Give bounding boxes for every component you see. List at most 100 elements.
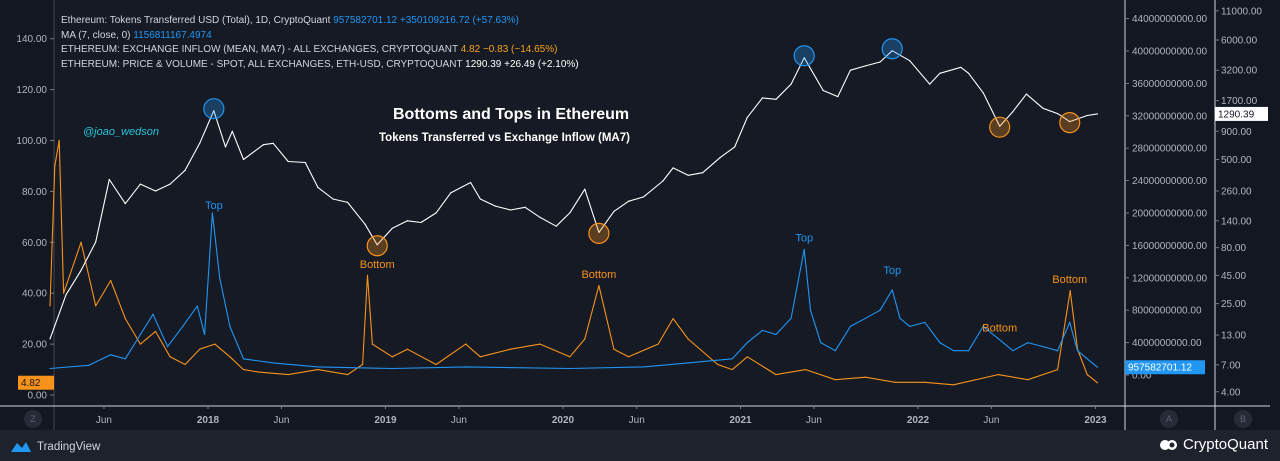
data-point <box>569 212 571 214</box>
data-point <box>924 381 926 383</box>
data-point <box>465 343 467 345</box>
chart[interactable]: 0.00 20.00 40.00 60.00 80.00 100.00 120.00 140.… <box>0 0 1280 430</box>
data-point <box>224 146 227 148</box>
right-a-tick-label: 16000000000.00 <box>1132 241 1208 252</box>
legend-label: Ethereum: Tokens Transferred USD (Total)… <box>61 15 331 26</box>
legend-label: MA (7, close, 0) <box>61 29 131 41</box>
x-tick-label: 2021 <box>729 415 752 426</box>
right-axis-panel[interactable] <box>1125 0 1270 406</box>
data-point <box>406 220 408 222</box>
data-point <box>80 269 82 271</box>
data-point <box>952 350 955 352</box>
data-point <box>803 248 805 251</box>
data-point <box>465 366 467 368</box>
right-b-tick-label: 11000.00 <box>1221 6 1262 17</box>
data-point <box>717 363 719 366</box>
data-point <box>95 305 97 307</box>
data-point <box>362 363 364 366</box>
data-point <box>229 325 231 327</box>
data-point <box>450 192 452 194</box>
data-point <box>184 169 186 171</box>
data-point <box>1076 350 1079 352</box>
data-point <box>199 348 201 350</box>
data-point <box>211 212 213 214</box>
right-b-tick-label: 80.00 <box>1221 243 1246 254</box>
data-point <box>734 146 736 148</box>
cryptoquant-icon <box>1159 439 1177 450</box>
right-a-last-value: 957582701.12 <box>1128 363 1192 374</box>
data-point <box>1069 321 1071 323</box>
data-point <box>939 72 941 74</box>
data-point <box>719 157 721 159</box>
cryptoquant-label: CryptoQuant <box>1182 436 1268 453</box>
data-point <box>1025 93 1028 95</box>
data-point <box>287 374 289 376</box>
data-point <box>879 309 881 311</box>
data-point <box>196 305 198 307</box>
right-b-tick-label: 900.00 <box>1221 127 1252 138</box>
data-point <box>242 358 245 360</box>
right-b-last-value: 1290.39 <box>1218 109 1255 120</box>
data-point <box>169 356 171 358</box>
right-b-tick-label: 500.00 <box>1221 155 1252 166</box>
data-point <box>110 354 112 356</box>
data-point <box>509 348 512 350</box>
data-point <box>960 66 962 68</box>
x-tick-label: Jun <box>629 415 645 426</box>
right-a-tick-label: 8000000000.00 <box>1132 306 1202 317</box>
data-point <box>364 223 366 225</box>
tradingview-logo[interactable]: TradingView <box>10 440 100 454</box>
data-point <box>524 206 526 208</box>
data-point <box>837 95 839 98</box>
chart-subtitle: Tokens Transferred vs Exchange Inflow (M… <box>379 132 630 144</box>
legend-ma[interactable]: MA (7, close, 0) 1156811167.4974 <box>61 29 579 44</box>
x-tick-label: 2023 <box>1084 415 1107 426</box>
data-point <box>687 338 689 340</box>
data-point <box>317 368 319 371</box>
legend-value: 1290.39 <box>465 58 502 70</box>
legend-change: +350109216.72 (+57.63%) <box>399 15 519 26</box>
data-point <box>1012 350 1014 352</box>
right-a-tick-label: 44000000000.00 <box>1132 14 1208 25</box>
scale-a-button[interactable]: A <box>1160 410 1178 428</box>
right-a-tick-label: 4000000000.00 <box>1132 338 1202 349</box>
scale-z-button[interactable]: Z <box>24 410 42 428</box>
data-point <box>584 338 586 340</box>
data-point <box>939 342 941 344</box>
data-point <box>1012 111 1014 113</box>
data-point <box>967 72 970 74</box>
data-point <box>702 172 704 174</box>
x-tick-label: Jun <box>983 415 999 426</box>
data-point <box>1069 120 1071 123</box>
data-point <box>242 158 245 161</box>
data-point <box>1096 113 1099 115</box>
left-tick-label: 80.00 <box>22 187 47 198</box>
data-point <box>391 356 393 358</box>
data-point <box>346 374 349 376</box>
scale-b-button[interactable]: B <box>1234 410 1252 428</box>
data-point <box>435 212 437 214</box>
series-line[interactable] <box>49 212 1098 370</box>
data-point <box>376 244 378 246</box>
data-point <box>509 209 512 211</box>
data-point <box>49 305 51 307</box>
tradingview-icon <box>11 442 31 452</box>
data-point <box>139 343 142 345</box>
data-point <box>598 284 600 287</box>
legend-price[interactable]: ETHEREUM: PRICE & VOLUME - SPOT, ALL EXC… <box>61 58 579 73</box>
right-b-tick-label: 45.00 <box>1221 271 1246 282</box>
data-point <box>199 142 201 144</box>
legend-tokens[interactable]: Ethereum: Tokens Transferred USD (Total)… <box>61 14 579 29</box>
data-point <box>613 348 615 350</box>
data-point <box>849 69 852 71</box>
legend-change: +26.49 (+2.10%) <box>504 58 579 70</box>
top-marker-circle <box>881 38 903 60</box>
legend-value: 4.82 <box>460 44 481 55</box>
data-point <box>1027 379 1029 381</box>
data-point <box>613 210 615 213</box>
data-point <box>58 139 60 142</box>
left-axis-panel[interactable] <box>0 0 54 406</box>
data-point <box>1056 350 1059 352</box>
legend-inflow[interactable]: ETHEREUM: EXCHANGE INFLOW (MEAN, MA7) - … <box>61 43 579 58</box>
data-point <box>1096 382 1099 384</box>
